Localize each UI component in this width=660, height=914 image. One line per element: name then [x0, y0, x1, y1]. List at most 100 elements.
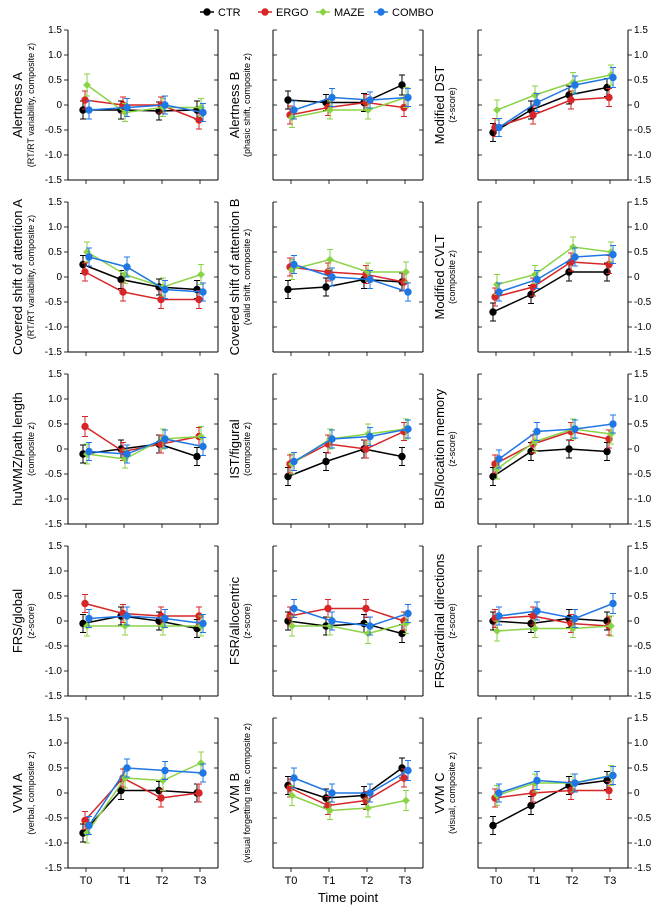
xtick: T3 — [604, 875, 617, 887]
marker-combo — [329, 274, 335, 280]
marker-combo — [291, 775, 297, 781]
marker-ergo — [196, 296, 202, 302]
panel-ysub: (z-score) — [447, 87, 457, 123]
marker-ergo — [363, 605, 369, 611]
ytick-left: 1.0 — [48, 566, 62, 577]
marker-ergo — [196, 117, 202, 123]
panel-ylabel: VVM B — [227, 773, 242, 813]
marker-ergo — [530, 284, 536, 290]
marker-combo — [200, 770, 206, 776]
panel-ylabel: FRS/global — [10, 589, 25, 653]
panel-ylabel: Modified CVLT — [432, 234, 447, 319]
ytick-left: -1.0 — [45, 494, 63, 505]
marker-combo — [534, 99, 540, 105]
xtick: T1 — [323, 875, 336, 887]
marker-combo — [610, 74, 616, 80]
marker-combo — [200, 109, 206, 115]
marker-combo — [329, 618, 335, 624]
marker-combo — [610, 772, 616, 778]
ytick-right: -1.0 — [634, 150, 652, 161]
ytick-right: -0.5 — [634, 469, 652, 480]
ytick-left: -1.0 — [45, 150, 63, 161]
marker-combo — [496, 289, 502, 295]
ytick-right: 1.0 — [634, 394, 648, 405]
marker-ergo — [606, 94, 612, 100]
marker-ergo — [325, 605, 331, 611]
marker-combo — [162, 286, 168, 292]
marker-ctr — [399, 453, 405, 459]
panel-ylabel: huWMZ/path length — [10, 392, 25, 505]
ytick-right: 0.5 — [634, 75, 648, 86]
marker-ergo — [158, 296, 164, 302]
ytick-right: 0 — [634, 100, 640, 111]
marker-ergo — [158, 795, 164, 801]
marker-combo — [124, 451, 130, 457]
ytick-right: 0.5 — [634, 419, 648, 430]
marker-combo — [610, 251, 616, 257]
marker-combo — [86, 448, 92, 454]
marker-combo — [124, 264, 130, 270]
marker-combo — [496, 790, 502, 796]
ytick-right: 1.5 — [634, 541, 648, 552]
ytick-right: -1.0 — [634, 838, 652, 849]
marker-ctr — [566, 446, 572, 452]
ytick-left: -1.5 — [45, 863, 63, 874]
ytick-right: 1.5 — [634, 713, 648, 724]
ytick-left: 1.0 — [48, 222, 62, 233]
ytick-left: 1.5 — [48, 541, 62, 552]
marker-ergo — [262, 9, 268, 15]
panel-ysub: (z-score) — [242, 603, 252, 639]
marker-combo — [124, 765, 130, 771]
marker-ctr — [285, 97, 291, 103]
panel-ylabel: FRS/cardinal directions — [432, 553, 447, 688]
ytick-right: 0.5 — [634, 247, 648, 258]
ytick-right: 0.5 — [634, 591, 648, 602]
marker-combo — [162, 615, 168, 621]
marker-combo — [405, 289, 411, 295]
marker-combo — [329, 94, 335, 100]
ytick-left: -0.5 — [45, 641, 63, 652]
ytick-left: 0.5 — [48, 247, 62, 258]
marker-combo — [534, 428, 540, 434]
ytick-right: 1.5 — [634, 25, 648, 36]
ytick-left: 0 — [56, 788, 62, 799]
xtick: T2 — [361, 875, 374, 887]
marker-combo — [86, 254, 92, 260]
marker-combo — [572, 615, 578, 621]
ytick-right: -0.5 — [634, 125, 652, 136]
ytick-left: -0.5 — [45, 813, 63, 824]
ytick-right: -0.5 — [634, 813, 652, 824]
ytick-right: -0.5 — [634, 297, 652, 308]
xtick: T2 — [156, 875, 169, 887]
ytick-left: 0.5 — [48, 75, 62, 86]
marker-combo — [367, 276, 373, 282]
marker-combo — [291, 605, 297, 611]
ytick-right: -1.0 — [634, 494, 652, 505]
ytick-right: 1.0 — [634, 738, 648, 749]
xtick: T3 — [194, 875, 207, 887]
ytick-left: 1.0 — [48, 50, 62, 61]
marker-combo — [162, 436, 168, 442]
marker-ctr — [285, 286, 291, 292]
marker-combo — [496, 456, 502, 462]
marker-combo — [405, 767, 411, 773]
ytick-left: -1.0 — [45, 666, 63, 677]
marker-combo — [367, 790, 373, 796]
marker-combo — [86, 107, 92, 113]
marker-ctr — [528, 802, 534, 808]
marker-ergo — [363, 446, 369, 452]
marker-ergo — [82, 269, 88, 275]
marker-ergo — [568, 97, 574, 103]
ytick-right: 1.0 — [634, 50, 648, 61]
ytick-left: -1.5 — [45, 519, 63, 530]
panel-ylabel: IST/figural — [227, 419, 242, 478]
legend-label-maze: MAZE — [334, 7, 365, 19]
marker-combo — [405, 610, 411, 616]
marker-combo — [367, 433, 373, 439]
marker-combo — [367, 623, 373, 629]
marker-combo — [367, 97, 373, 103]
panel-ysub: (visual forgetting rate, composite z) — [242, 723, 252, 863]
marker-combo — [534, 608, 540, 614]
marker-combo — [534, 777, 540, 783]
marker-combo — [124, 613, 130, 619]
